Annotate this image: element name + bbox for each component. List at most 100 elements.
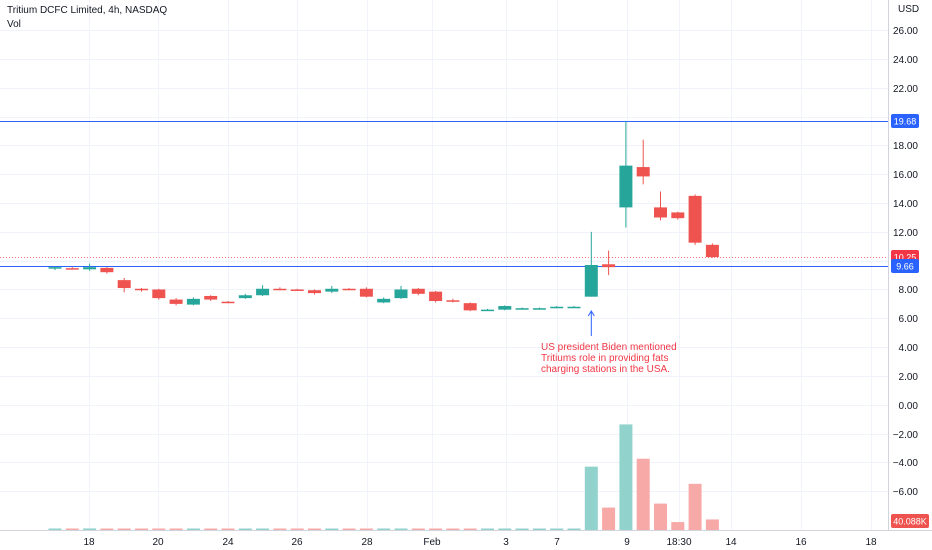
y-tick-label: −2.00 bbox=[893, 430, 919, 441]
candle-body bbox=[308, 290, 321, 294]
candle-body bbox=[636, 167, 650, 177]
candle-body bbox=[498, 306, 512, 310]
candle-body bbox=[290, 289, 304, 291]
candle-body bbox=[273, 288, 287, 291]
candle-body bbox=[394, 289, 408, 299]
currency-label[interactable]: USD bbox=[898, 4, 920, 15]
x-tick-label: 7 bbox=[554, 537, 560, 548]
candle-body bbox=[256, 288, 270, 296]
candle-body bbox=[619, 165, 633, 208]
volume-bar bbox=[342, 528, 356, 530]
y-tick-label: 26.00 bbox=[893, 26, 918, 37]
candle-body bbox=[377, 298, 391, 303]
annotation-line: US president Biden mentioned bbox=[541, 342, 677, 353]
y-tick-label: −4.00 bbox=[893, 458, 919, 469]
candle-body bbox=[654, 207, 667, 218]
x-tick-label: 20 bbox=[152, 537, 164, 548]
y-tick-label: 14.00 bbox=[893, 199, 918, 210]
price-label-text: 10.25 bbox=[894, 253, 917, 263]
y-tick-label: 4.00 bbox=[899, 343, 919, 354]
volume-label-box bbox=[891, 514, 929, 528]
annotation-line: charging stations in the USA. bbox=[541, 364, 670, 375]
volume-bar bbox=[636, 458, 650, 530]
annotation-text[interactable]: US president Biden mentioned Tritiums ro… bbox=[541, 342, 691, 375]
y-tick-label: 16.00 bbox=[893, 170, 918, 181]
candle-body bbox=[186, 298, 200, 305]
y-tick-label: 6.00 bbox=[899, 314, 919, 325]
y-tick-label: 22.00 bbox=[893, 84, 918, 95]
volume-bar bbox=[481, 528, 494, 530]
x-tick-label: 18 bbox=[83, 537, 95, 548]
price-label-box bbox=[891, 259, 919, 273]
candle-body bbox=[671, 212, 685, 219]
x-tick-label: 26 bbox=[291, 537, 303, 548]
volume-bar bbox=[186, 528, 200, 530]
arrow-head bbox=[587, 310, 595, 317]
volume-bar bbox=[394, 528, 408, 530]
volume-bar bbox=[325, 528, 339, 530]
x-tick-label: 9 bbox=[624, 537, 630, 548]
volume-bar bbox=[411, 528, 425, 530]
volume-bars bbox=[48, 424, 719, 530]
volume-bar bbox=[498, 528, 512, 530]
y-tick-label: 2.00 bbox=[899, 372, 919, 383]
x-tick-label: 3 bbox=[503, 537, 509, 548]
candle-body bbox=[411, 288, 425, 294]
volume-bar bbox=[429, 528, 443, 530]
x-tick-label: 18 bbox=[865, 537, 877, 548]
volume-bar bbox=[654, 503, 667, 530]
symbol-title[interactable]: Tritium DCFC Limited, 4h, NASDAQ bbox=[7, 5, 168, 16]
candle-body bbox=[515, 308, 529, 310]
price-labels: 19.68 10.259.66 40.088K bbox=[891, 114, 929, 528]
candles[interactable] bbox=[48, 121, 719, 312]
volume-bar bbox=[446, 528, 460, 530]
volume-bar bbox=[550, 528, 564, 530]
candle-body bbox=[100, 267, 114, 273]
x-tick-label: 24 bbox=[222, 537, 234, 548]
volume-bar bbox=[567, 528, 581, 530]
volume-label-text: 40.088K bbox=[893, 517, 927, 527]
volume-bar bbox=[100, 528, 114, 530]
candle-body bbox=[238, 295, 252, 299]
candle-body bbox=[48, 267, 62, 269]
price-label-text: 19.68 bbox=[894, 117, 917, 127]
candle-body bbox=[135, 288, 148, 291]
annotation-line: Tritiums role in providing fats bbox=[541, 353, 669, 364]
candle-body bbox=[65, 268, 79, 270]
volume-bar bbox=[688, 483, 702, 530]
y-tick-label: 12.00 bbox=[893, 228, 918, 239]
time-axis[interactable]: 18 20 24 26 28 Feb 3 7 9 18:30 14 16 18 bbox=[83, 537, 877, 548]
candle-body bbox=[705, 244, 719, 258]
candle-body bbox=[221, 301, 235, 304]
volume-bar bbox=[619, 424, 633, 530]
candle-body bbox=[584, 265, 598, 297]
x-tick-label: 16 bbox=[795, 537, 807, 548]
candle-body bbox=[169, 299, 183, 304]
x-tick-label: Feb bbox=[423, 537, 441, 548]
horizontal-lines[interactable] bbox=[0, 121, 888, 267]
volume-bar bbox=[359, 528, 373, 530]
volume-bar bbox=[256, 528, 270, 530]
candle-body bbox=[429, 291, 443, 302]
y-tick-label: 24.00 bbox=[893, 55, 918, 66]
volume-bar bbox=[204, 528, 218, 530]
volume-bar bbox=[308, 528, 321, 530]
candle-body bbox=[204, 295, 218, 300]
y-tick-label: 18.00 bbox=[893, 141, 918, 152]
price-label-box bbox=[891, 114, 919, 128]
volume-bar bbox=[48, 528, 62, 530]
candle-body bbox=[567, 306, 581, 309]
volume-bar bbox=[152, 528, 166, 530]
candle-body bbox=[325, 288, 339, 292]
volume-bar bbox=[273, 528, 287, 530]
volume-legend[interactable]: Vol bbox=[7, 19, 21, 30]
volume-bar bbox=[83, 528, 97, 530]
candle-body bbox=[481, 309, 494, 312]
annotation-arrow bbox=[587, 310, 595, 336]
y-tick-label: −6.00 bbox=[893, 487, 919, 498]
candle-body bbox=[688, 195, 702, 243]
volume-bar bbox=[117, 528, 131, 530]
x-tick-label: 28 bbox=[361, 537, 373, 548]
candle-body bbox=[359, 288, 373, 297]
